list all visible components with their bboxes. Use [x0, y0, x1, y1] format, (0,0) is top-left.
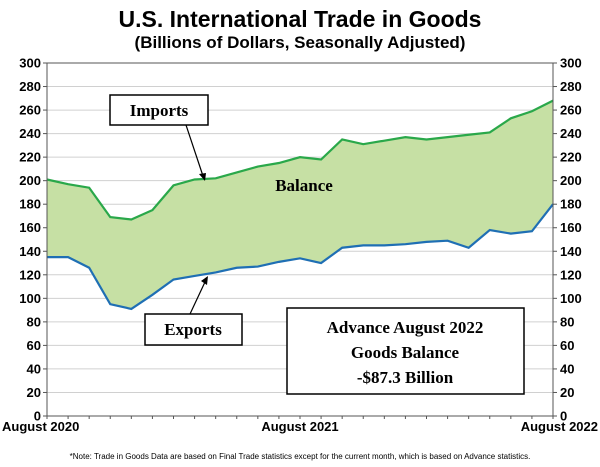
imports-callout-label: Imports	[130, 101, 189, 120]
y-tick-label-left: 60	[27, 338, 41, 353]
y-tick-label-right: 40	[560, 361, 574, 376]
exports-callout-box	[144, 313, 243, 346]
y-tick-label-left: 240	[19, 126, 41, 141]
imports-callout-box	[109, 94, 209, 126]
balance-label: Balance	[275, 176, 333, 195]
y-tick-label-left: 80	[27, 314, 41, 329]
summary-box: Advance August 2022 Goods Balance -$87.3…	[286, 307, 525, 395]
summary-box-frame	[286, 307, 525, 395]
y-tick-label-right: 100	[560, 291, 582, 306]
y-tick-label-left: 280	[19, 79, 41, 94]
y-tick-label-right: 280	[560, 79, 582, 94]
y-axis-left: 0 20 40 60 80 100 120 140 160 180 200 220 240 260 280 3…	[19, 56, 47, 424]
imports-callout-arrow	[185, 124, 204, 177]
footnote: *Note: Trade in Goods Data are based on …	[69, 452, 531, 461]
balance-area	[47, 100, 553, 309]
chart-title: U.S. International Trade in Goods	[118, 6, 482, 32]
y-tick-label-right: 180	[560, 197, 582, 212]
y-tick-label-left: 220	[19, 150, 41, 165]
chart-subtitle: (Billions of Dollars, Seasonally Adjuste…	[134, 33, 466, 52]
y-tick-label-left: 120	[19, 267, 41, 282]
x-tick-label: August 2022	[521, 419, 598, 434]
y-tick-label-left: 300	[19, 56, 41, 71]
y-axis-right: 0 20 40 60 80 100 120 140 160 180 200 220 240 260 280 3…	[553, 56, 582, 424]
exports-callout: Exports	[144, 276, 243, 346]
trade-chart: 0204060801001201401601802002202402602803…	[2, 56, 598, 435]
y-tick-label-right: 60	[560, 338, 574, 353]
y-tick-label-left: 140	[19, 244, 41, 259]
summary-line-3: -$87.3 Billion	[357, 368, 454, 387]
y-tick-label-right: 160	[560, 220, 582, 235]
summary-line-1: Advance August 2022	[327, 318, 484, 337]
y-tick-label-right: 0	[560, 409, 567, 424]
y-tick-label-left: 0	[34, 409, 41, 424]
y-tick-label-left: 200	[19, 173, 41, 188]
x-axis: August 2020 August 2021 August 2022	[2, 416, 598, 434]
exports-arrowhead	[201, 276, 208, 285]
y-tick-label-right: 80	[560, 314, 574, 329]
y-tick-label-right: 220	[560, 150, 582, 165]
y-tick-label-left: 160	[19, 220, 41, 235]
y-tick-label-right: 120	[560, 267, 582, 282]
y-tick-label-left: 100	[19, 291, 41, 306]
y-tick-label-right: 200	[560, 173, 582, 188]
y-tick-label-left: 20	[27, 385, 41, 400]
y-tick-label-right: 240	[560, 126, 582, 141]
imports-series-line	[46, 99, 554, 221]
summary-line-2: Goods Balance	[351, 343, 460, 362]
x-tick-label: August 2020	[2, 419, 79, 434]
x-tick-label: August 2021	[261, 419, 338, 434]
imports-arrowhead	[199, 173, 206, 181]
exports-series-line	[47, 203, 554, 311]
y-tick-label-right: 300	[560, 56, 582, 71]
y-tick-label-right: 260	[560, 103, 582, 118]
y-tick-label-left: 40	[27, 361, 41, 376]
imports-callout: Imports	[109, 94, 209, 181]
y-tick-label-left: 260	[19, 103, 41, 118]
y-tick-label-right: 140	[560, 244, 582, 259]
y-tick-label-right: 20	[560, 385, 574, 400]
exports-callout-arrow	[189, 281, 206, 315]
y-tick-label-left: 180	[19, 197, 41, 212]
exports-callout-label: Exports	[164, 320, 222, 339]
